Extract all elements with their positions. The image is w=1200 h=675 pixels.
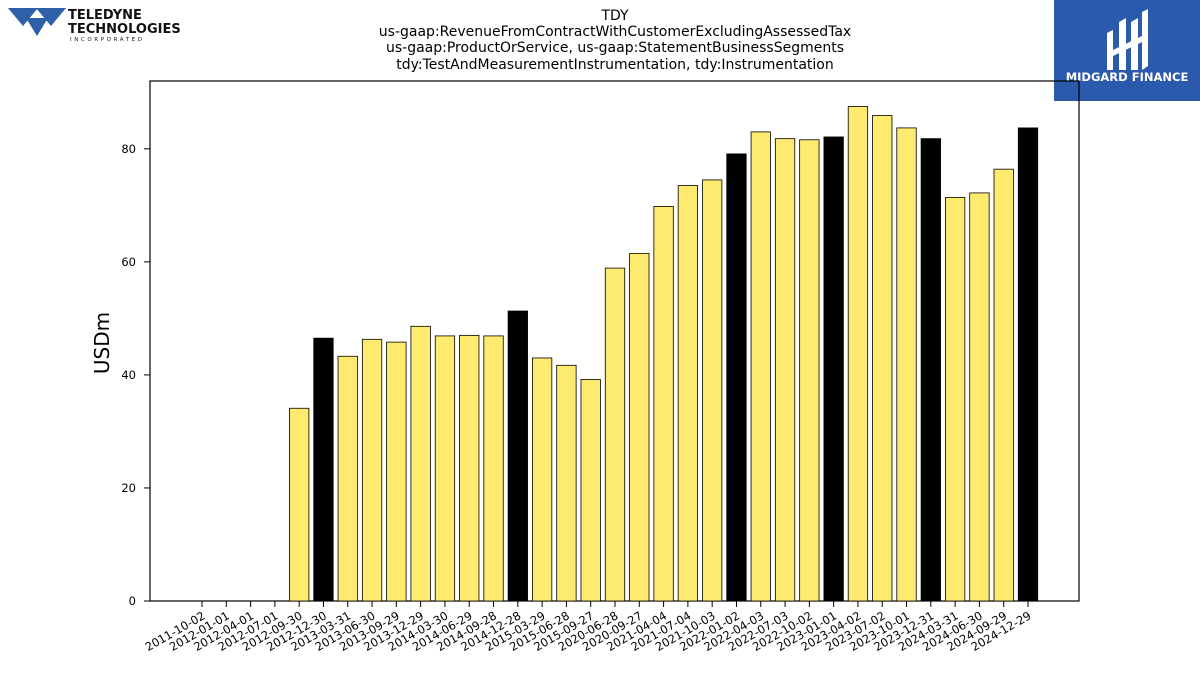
bar-2014-12-28 — [507, 310, 528, 602]
bar-2023-10-01 — [896, 127, 917, 602]
bar-2023-12-31 — [920, 138, 941, 602]
bar-2022-07-03 — [774, 138, 796, 602]
teledyne-logo: TELEDYNE TECHNOLOGIES INCORPORATED — [8, 8, 181, 43]
bars-group — [289, 106, 1039, 602]
y-tick-label-40: 40 — [121, 368, 136, 382]
bar-2015-06-28 — [556, 364, 577, 602]
bar-2013-12-29 — [410, 325, 431, 602]
y-axis-label: USDm — [90, 312, 114, 374]
bar-2023-04-02 — [847, 106, 869, 602]
bar-2012-09-30 — [289, 407, 310, 602]
bar-2021-10-03 — [702, 179, 723, 602]
y-tick-label-80: 80 — [121, 142, 136, 156]
bar-2024-06-30 — [969, 192, 990, 602]
teledyne-logo-mark — [8, 8, 66, 36]
company-name-line3: INCORPORATED — [70, 37, 145, 43]
bar-2022-10-02 — [799, 139, 820, 602]
x-axis: 2011-10-022012-01-012012-04-012012-07-01… — [143, 601, 1034, 654]
brand-name: MIDGARD FINANCE — [1066, 70, 1189, 84]
bar-2020-09-27 — [629, 252, 650, 602]
company-name-line1: TELEDYNE — [68, 8, 142, 23]
bar-2021-07-04 — [677, 185, 698, 602]
bar-2012-12-30 — [313, 337, 334, 602]
bar-2014-06-29 — [459, 334, 480, 602]
y-tick-label-60: 60 — [121, 255, 136, 269]
bar-2024-03-31 — [945, 197, 966, 602]
plot-area: 0 20 40 60 80 2011-10-022012-01-012012-04-01… — [121, 80, 1080, 654]
bar-2021-04-04 — [653, 206, 674, 602]
bar-2014-09-28 — [483, 335, 504, 602]
bar-2013-03-31 — [337, 355, 358, 602]
chart-title-line-1: TDY — [600, 8, 629, 24]
bar-2022-01-02 — [726, 153, 747, 602]
bar-2015-09-27 — [580, 379, 601, 602]
y-tick-label-20: 20 — [121, 481, 136, 495]
chart-title-line-3: us-gaap:ProductOrService, us-gaap:Statem… — [386, 40, 844, 56]
bar-2024-09-29 — [993, 168, 1014, 602]
company-name-line2: TECHNOLOGIES — [68, 22, 181, 37]
bar-2013-06-30 — [361, 338, 383, 602]
brand-background — [1054, 0, 1200, 101]
bar-2013-09-29 — [386, 341, 407, 602]
chart-title-line-4: tdy:TestAndMeasurementInstrumentation, t… — [396, 57, 834, 73]
bar-2020-06-28 — [604, 267, 626, 602]
bar-2023-01-01 — [823, 136, 844, 602]
bar-2024-12-29 — [1017, 127, 1039, 602]
chart-title: TDY us-gaap:RevenueFromContractWithCusto… — [379, 8, 851, 73]
chart-title-line-2: us-gaap:RevenueFromContractWithCustomerE… — [379, 24, 851, 40]
y-tick-label-0: 0 — [129, 594, 136, 608]
y-axis: 0 20 40 60 80 — [121, 142, 150, 608]
midgard-mark-icon — [1107, 9, 1148, 70]
bar-2022-04-03 — [750, 131, 771, 602]
bar-2023-07-02 — [872, 115, 893, 602]
midgard-finance-logo: MIDGARD FINANCE — [1054, 0, 1200, 101]
bar-2014-03-30 — [434, 335, 456, 602]
bar-2015-03-29 — [532, 357, 553, 602]
